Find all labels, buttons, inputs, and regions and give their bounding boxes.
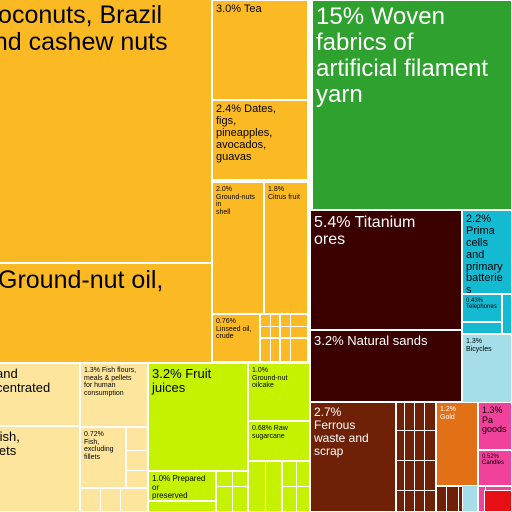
treemap-label-ground-nut-oil: Ground-nut oil, — [0, 266, 164, 294]
treemap-divider-19 — [446, 486, 447, 512]
treemap-divider-2 — [270, 314, 271, 362]
treemap-label-and-concentrated: and centrated — [0, 366, 51, 396]
treemap-cell-2-4-dates-figs-pineapples-avocados-guavas: 2.4% Dates, figs, pineapples, avocados, … — [212, 100, 308, 180]
treemap-cell-0-76-linseed-oil-crude: 0.76% Linseed oil, crude — [212, 314, 260, 362]
treemap-divider-12 — [265, 461, 266, 512]
treemap-label-1-8-citrus-fruit: 1.8% Citrus fruit — [268, 186, 300, 201]
treemap-cell-5-4-titanium-ores: 5.4% Titanium ores — [310, 210, 462, 330]
treemap-label-3-2-fruit-juices: 3.2% Fruit juices — [152, 366, 212, 396]
treemap-divider-4 — [404, 402, 405, 512]
treemap-label-coconuts-brazil-and-cashew-nuts: Coconuts, Brazil and cashew nuts — [0, 1, 168, 56]
treemap-cell-1-0-ground-nut-oilcake: 1.0% Ground-nut oilcake — [248, 363, 310, 421]
treemap-cell-1-8-citrus-fruit: 1.8% Citrus fruit — [264, 182, 308, 314]
treemap-cell-2-0-ground-nuts-in-shell: 2.0% Ground-nuts in shell — [212, 182, 264, 314]
treemap-label-2-2-primary-cells-and-primary-batteries: 2.2% Prima cells and primary batteries — [466, 213, 503, 294]
treemap-label-0-68-raw-sugarcane: 0.68% Raw sugarcane — [252, 425, 288, 440]
treemap-label-1-0-ground-nut-oilcake: 1.0% Ground-nut oilcake — [252, 367, 288, 390]
treemap-label-0-72-fish-excluding-fillets: 0.72% Fish, excluding fillets — [84, 431, 114, 461]
treemap-divider-3 — [290, 314, 291, 362]
treemap-divider-6 — [424, 402, 425, 512]
treemap-label-3-0-tea: 3.0% Tea — [216, 3, 262, 15]
treemap-label-2-4-dates-figs-pineapples-avocados-guavas: 2.4% Dates, figs, pineapples, avocados, … — [216, 103, 276, 163]
treemap-divider-14 — [296, 461, 297, 512]
treemap-cell-minor-11 — [396, 402, 436, 512]
treemap-label-0-52-candles: 0.52% Candles — [482, 454, 505, 467]
treemap-cell-minor-10 — [148, 501, 216, 512]
treemap-divider-5 — [414, 402, 415, 512]
treemap-label-0-76-linseed-oil-crude: 0.76% Linseed oil, crude — [216, 318, 252, 341]
treemap-cell-coconuts-brazil-and-cashew-nuts: Coconuts, Brazil and cashew nuts — [0, 0, 212, 263]
treemap-label-2-7-ferrous-waste-and-scrap: 2.7% Ferrous waste and scrap — [314, 405, 369, 458]
treemap-cell-and-concentrated: and centrated — [0, 363, 80, 426]
treemap-divider-9 — [396, 490, 436, 491]
treemap-cell-3-0-tea: 3.0% Tea — [212, 0, 308, 100]
treemap-cell-0-52-candles: 0.52% Candles — [478, 450, 512, 486]
treemap-cell-1-3-bicycles: 1.3% Bicycles — [462, 334, 512, 404]
treemap-label-15-woven-fabrics-of-artificial-filament-yarn: 15% Woven fabrics of artificial filament… — [316, 3, 489, 108]
treemap-divider-16 — [126, 470, 148, 471]
treemap-cell-1-3-paper-goods: 1.3% Pa goods — [478, 402, 512, 450]
treemap-divider-11 — [232, 471, 233, 512]
treemap-cell-unlabeled — [484, 490, 512, 512]
treemap-cell-minor-13 — [502, 294, 512, 334]
treemap-divider-15 — [126, 450, 148, 451]
treemap-cell-0-43-telephones: 0.43% Telephones — [462, 294, 502, 322]
treemap-label-0-43-telephones: 0.43% Telephones — [466, 298, 497, 311]
treemap-cell-1-2-gold: 1.2% Gold — [436, 402, 478, 486]
treemap-divider-18 — [120, 488, 121, 512]
treemap-cell-fish-fillets: fish, lets — [0, 426, 80, 512]
treemap-cell-minor-14 — [462, 322, 502, 334]
treemap-cell-15-woven-fabrics-of-artificial-filament-yarn: 15% Woven fabrics of artificial filament… — [312, 0, 512, 210]
treemap-label-2-0-ground-nuts-in-shell: 2.0% Ground-nuts in shell — [216, 186, 255, 216]
treemap-divider-1 — [260, 326, 308, 327]
treemap-divider-8 — [396, 460, 436, 461]
treemap-cell-3-2-natural-sands: 3.2% Natural sands — [310, 330, 462, 402]
treemap-cell-3-2-fruit-juices: 3.2% Fruit juices — [148, 363, 248, 471]
treemap-cell-minor-5 — [126, 427, 148, 488]
treemap-label-1-2-gold: 1.2% Gold — [440, 406, 456, 421]
treemap-cell-2-7-ferrous-waste-and-scrap: 2.7% Ferrous waste and scrap — [310, 402, 396, 512]
treemap-cell-ground-nut-oil: Ground-nut oil, — [0, 263, 212, 363]
treemap-divider-17 — [100, 488, 101, 512]
treemap-cell-0-72-fish-excluding-fillets: 0.72% Fish, excluding fillets — [80, 427, 126, 488]
treemap-divider-7 — [396, 430, 436, 431]
treemap-label-3-2-natural-sands: 3.2% Natural sands — [314, 333, 428, 348]
treemap-divider-20 — [458, 486, 459, 512]
treemap-label-5-4-titanium-ores: 5.4% Titanium ores — [314, 214, 416, 249]
treemap-cell-2-2-primary-cells-and-primary-batteries: 2.2% Prima cells and primary batteries — [462, 210, 512, 294]
treemap-label-1-3-bicycles: 1.3% Bicycles — [466, 338, 492, 353]
treemap-label-1-0-prepared-or-preserved: 1.0% Prepared or preserved — [152, 474, 206, 501]
treemap-label-1-3-fish-flours-meals-pellets-for-human-consumption: 1.3% Fish flours, meals & pellets for hu… — [84, 367, 137, 397]
treemap-cell-1-0-prepared-or-preserved: 1.0% Prepared or preserved — [148, 471, 216, 501]
treemap-label-1-3-paper-goods: 1.3% Pa goods — [482, 405, 507, 435]
treemap-cell-1-3-fish-flours-meals-pellets-for-human-consumption: 1.3% Fish flours, meals & pellets for hu… — [80, 363, 148, 427]
treemap-cell-minor-4 — [280, 338, 308, 362]
treemap-cell-minor-6 — [80, 488, 148, 512]
treemap-label-fish-fillets: fish, lets — [0, 429, 20, 459]
treemap-cell-0-68-raw-sugarcane: 0.68% Raw sugarcane — [248, 421, 310, 461]
